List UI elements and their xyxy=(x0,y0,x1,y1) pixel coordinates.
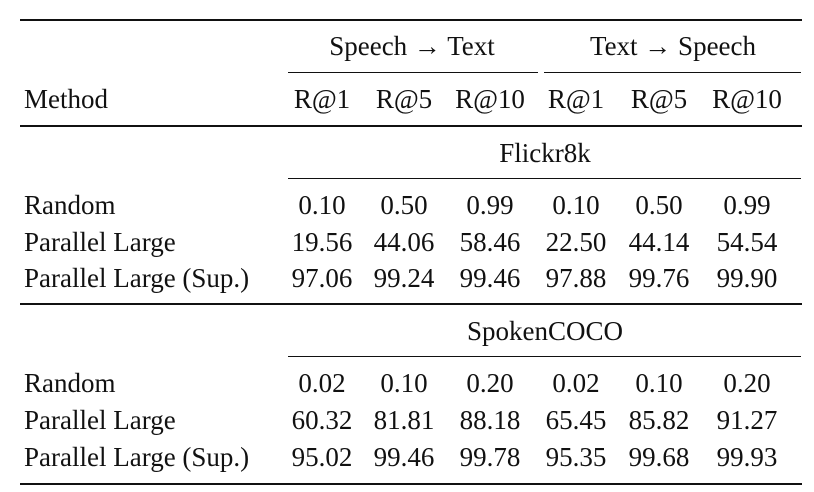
table-cell-value: 65.45 xyxy=(545,405,607,435)
table-cell-value: 58.46 xyxy=(459,227,521,257)
method-name: Parallel Large (Sup.) xyxy=(24,442,250,472)
table-cell-value: 0.10 xyxy=(552,190,600,220)
section-underline-spokencoco xyxy=(288,356,801,357)
method-name: Parallel Large (Sup.) xyxy=(24,263,250,293)
section-title: SpokenCOCO xyxy=(466,316,624,346)
metric-header: R@1 xyxy=(547,84,605,114)
method-name: Parallel Large xyxy=(24,405,176,435)
metric-header: R@5 xyxy=(630,84,688,114)
method-name: Random xyxy=(24,190,116,220)
group-header-text-to-speech: Text → Speech xyxy=(589,31,757,61)
table-cell-value: 99.46 xyxy=(373,442,435,472)
group-underline-text-speech xyxy=(544,72,801,73)
method-column-header: Method xyxy=(24,84,108,114)
table-cell-value: 0.10 xyxy=(298,190,346,220)
table-cell-value: 19.56 xyxy=(291,227,353,257)
table-cell-value: 0.99 xyxy=(723,190,771,220)
top-rule xyxy=(20,19,802,21)
table-cell-value: 0.10 xyxy=(635,368,683,398)
table-cell-value: 0.20 xyxy=(723,368,771,398)
metric-header: R@5 xyxy=(375,84,433,114)
table-cell-value: 44.06 xyxy=(373,227,435,257)
table-cell-value: 60.32 xyxy=(291,405,353,435)
table-cell-value: 99.93 xyxy=(716,442,778,472)
table-cell-value: 0.50 xyxy=(380,190,428,220)
table-cell-value: 99.46 xyxy=(459,263,521,293)
table-cell-value: 99.90 xyxy=(716,263,778,293)
metric-header: R@10 xyxy=(455,84,525,114)
table-cell-value: 54.54 xyxy=(716,227,778,257)
table-cell-value: 0.02 xyxy=(298,368,346,398)
section-title: Flickr8k xyxy=(499,138,591,168)
table-cell-value: 95.02 xyxy=(291,442,353,472)
table-cell-value: 97.06 xyxy=(291,263,353,293)
table-cell-value: 85.82 xyxy=(628,405,690,435)
table-cell-value: 88.18 xyxy=(459,405,521,435)
method-name: Parallel Large xyxy=(24,227,176,257)
table-cell-value: 0.02 xyxy=(552,368,600,398)
table-cell-value: 99.76 xyxy=(628,263,690,293)
table-cell-value: 95.35 xyxy=(545,442,607,472)
section-divider-rule xyxy=(20,303,802,305)
bottom-rule xyxy=(20,483,802,485)
table-cell-value: 0.50 xyxy=(635,190,683,220)
table-cell-value: 44.14 xyxy=(628,227,690,257)
section-underline-flickr8k xyxy=(288,178,801,179)
header-rule xyxy=(20,125,802,127)
metric-header: R@1 xyxy=(293,84,351,114)
table-cell-value: 81.81 xyxy=(373,405,435,435)
table-cell-value: 97.88 xyxy=(545,263,607,293)
table-cell-value: 99.68 xyxy=(628,442,690,472)
table-cell-value: 99.78 xyxy=(459,442,521,472)
table-cell-value: 0.99 xyxy=(466,190,514,220)
group-underline-speech-text xyxy=(288,72,538,73)
method-name: Random xyxy=(24,368,116,398)
table-cell-value: 22.50 xyxy=(545,227,607,257)
group-header-speech-to-text: Speech → Text xyxy=(329,31,495,61)
table-cell-value: 91.27 xyxy=(716,405,778,435)
table-cell-value: 0.10 xyxy=(380,368,428,398)
table-cell-value: 99.24 xyxy=(373,263,435,293)
metric-header: R@10 xyxy=(712,84,782,114)
table-cell-value: 0.20 xyxy=(466,368,514,398)
